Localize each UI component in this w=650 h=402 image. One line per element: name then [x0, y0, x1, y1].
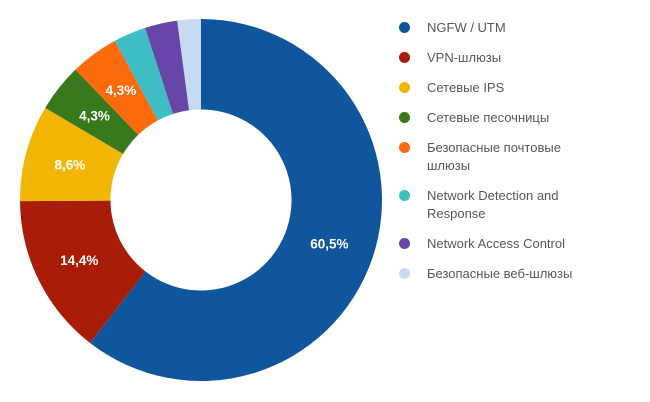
legend-item-6: Network Detection and Response — [399, 187, 639, 223]
donut-slice-1 — [90, 19, 382, 381]
legend-item-1: NGFW / UTM — [399, 19, 639, 37]
legend-item-3: Сетевые IPS — [399, 79, 639, 97]
slice-percent-label: 60,5% — [310, 237, 348, 252]
donut-slice-4 — [45, 69, 139, 154]
donut-slice-5 — [75, 40, 158, 135]
legend-label: NGFW / UTM — [427, 20, 506, 35]
legend-item-5: Безопасные почтовые шлюзы — [399, 139, 639, 175]
legend-label: VPN-шлюзы — [427, 50, 502, 65]
donut-chart: 60,5% 14,4% 8,6% 4,3% 4,3% — [19, 19, 382, 381]
donut-slice-2 — [20, 200, 146, 344]
legend-color-dot — [399, 268, 410, 279]
legend-label: Сетевые IPS — [427, 80, 505, 95]
legend-color-dot — [399, 52, 410, 63]
chart-legend: NGFW / UTM VPN-шлюзы Сетевые IPS Сетевые пе… — [399, 19, 639, 295]
donut-slice-6 — [114, 27, 174, 121]
legend-color-dot — [399, 190, 410, 201]
donut-slice-3 — [19, 107, 124, 202]
slice-percent-label: 8,6% — [55, 157, 86, 172]
legend-color-dot — [399, 82, 410, 93]
legend-item-2: VPN-шлюзы — [399, 49, 639, 67]
donut-slice-7 — [145, 20, 190, 114]
slice-percent-label: 4,3% — [106, 83, 137, 98]
legend-color-dot — [399, 22, 410, 33]
slice-percent-label: 14,4% — [60, 253, 98, 268]
legend-color-dot — [399, 112, 410, 123]
legend-label: Network Detection and Response — [427, 188, 559, 221]
legend-color-dot — [399, 142, 410, 153]
legend-item-4: Сетевые песочницы — [399, 109, 639, 127]
legend-item-8: Безопасные веб-шлюзы — [399, 265, 639, 283]
legend-label: Сетевые песочницы — [427, 110, 550, 125]
legend-label: Безопасные веб-шлюзы — [427, 266, 573, 281]
legend-item-7: Network Access Control — [399, 235, 639, 253]
legend-label: Безопасные почтовые шлюзы — [427, 140, 561, 173]
slice-percent-label: 4,3% — [79, 109, 110, 124]
legend-label: Network Access Control — [427, 236, 565, 251]
donut-slice-8 — [177, 19, 201, 111]
legend-color-dot — [399, 238, 410, 249]
